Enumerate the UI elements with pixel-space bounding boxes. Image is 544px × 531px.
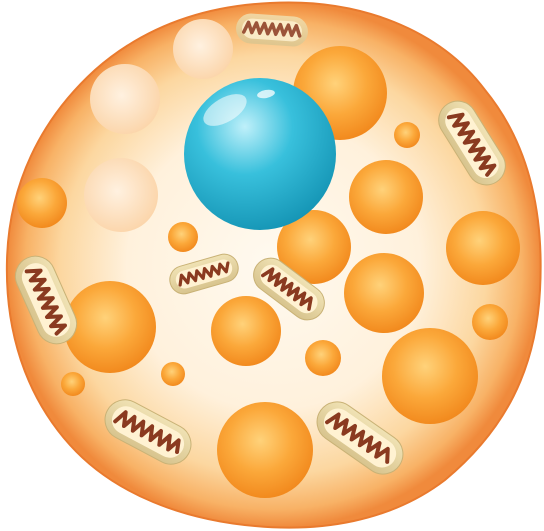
nucleus (184, 78, 336, 230)
mitochondrion-cristae (325, 412, 390, 464)
mitochondrion (169, 253, 239, 295)
mitochondrion (438, 100, 506, 186)
mitochondrion-cristae (178, 261, 230, 287)
lipid-droplet (349, 160, 423, 234)
mitochondrion (236, 13, 308, 47)
lipid-droplet (211, 296, 281, 366)
lipid-droplet (90, 64, 160, 134)
lipid-droplet (472, 304, 508, 340)
lipid-droplet (161, 362, 185, 386)
lipid-droplet-group (17, 46, 520, 498)
mitochondrion-cristae (242, 20, 302, 38)
lipid-droplet (64, 281, 156, 373)
lipid-droplet-group-pale (84, 19, 233, 232)
lipid-droplet (84, 158, 158, 232)
lipid-droplet (17, 178, 67, 228)
mitochondrion-cristae (261, 267, 313, 311)
mitochondrion-cristae (113, 410, 181, 454)
mitochondrion (316, 401, 404, 475)
lipid-droplet (446, 211, 520, 285)
mitochondrion (253, 257, 325, 321)
nucleus-highlight (203, 94, 247, 126)
lipid-droplet (382, 328, 478, 424)
mitochondrion (104, 399, 192, 465)
lipid-droplet (173, 19, 233, 79)
lipid-droplet (277, 210, 351, 284)
lipid-droplet (344, 253, 424, 333)
lipid-droplet (61, 372, 85, 396)
mitochondrion-cristae (24, 268, 68, 336)
nucleus-highlight (257, 89, 275, 99)
lipid-droplet (394, 122, 420, 148)
mitochondrion (14, 255, 78, 345)
mitochondrion-cristae (446, 112, 497, 177)
mitochondria-group (14, 13, 506, 475)
lipid-droplet (305, 340, 341, 376)
lipid-droplet (168, 222, 198, 252)
lipid-droplet (217, 402, 313, 498)
